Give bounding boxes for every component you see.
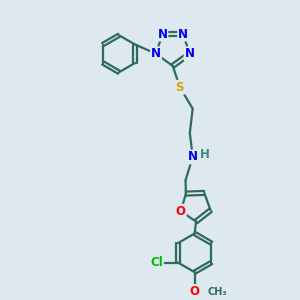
Text: O: O (190, 285, 200, 298)
Text: N: N (151, 47, 161, 60)
Text: CH₃: CH₃ (207, 286, 227, 296)
Text: N: N (178, 28, 188, 40)
Text: N: N (188, 151, 198, 164)
Text: N: N (158, 28, 167, 40)
Text: O: O (176, 205, 186, 218)
Text: S: S (176, 81, 184, 94)
Text: N: N (184, 47, 194, 60)
Text: H: H (200, 148, 210, 161)
Text: Cl: Cl (150, 256, 163, 269)
